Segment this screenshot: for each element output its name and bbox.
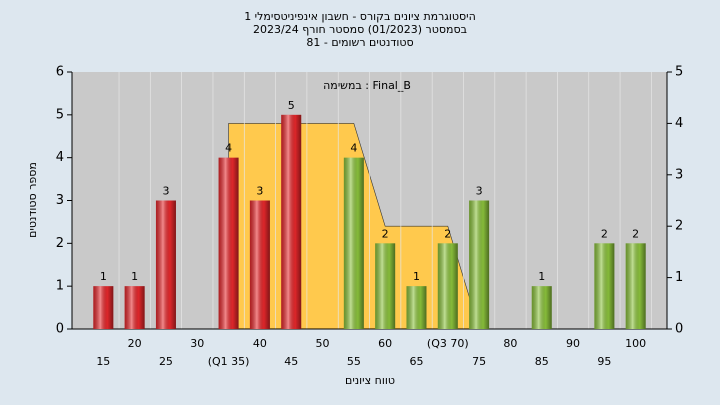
y2-tick-label: 5 xyxy=(675,65,683,80)
x-tick-label: 60 xyxy=(378,337,392,350)
bar-value-label: 1 xyxy=(538,270,545,283)
y-tick-label: 5 xyxy=(56,107,64,122)
bar-shade xyxy=(249,200,270,329)
y-tick-label: 4 xyxy=(56,150,64,165)
bar-value-label: 1 xyxy=(131,270,138,283)
x-tick-label: 65 xyxy=(409,355,423,368)
x-tick-label: 45 xyxy=(284,355,298,368)
bar-shade xyxy=(437,243,458,329)
y-tick-label: 1 xyxy=(56,279,64,294)
bar-value-label: 2 xyxy=(632,227,639,240)
x-tick-label: 30 xyxy=(190,337,204,350)
x-tick-label: 55 xyxy=(347,355,361,368)
bar-value-label: 3 xyxy=(476,185,483,198)
bar-shade xyxy=(375,243,396,329)
bar-shade xyxy=(124,286,145,329)
x-tick-label: 15 xyxy=(96,355,110,368)
x-tick-label: (Q1 35) xyxy=(208,355,250,368)
y2-tick-label: 1 xyxy=(675,270,683,285)
bar-value-label: 4 xyxy=(350,142,357,155)
bar-value-label: 1 xyxy=(100,270,107,283)
x-tick-label: 20 xyxy=(128,337,142,350)
y-axis-label: מספר סטודנטים xyxy=(26,162,39,238)
y-tick-label: 6 xyxy=(56,65,64,80)
y2-tick-label: 0 xyxy=(675,322,683,337)
title-line: בסמסטר (01/2023) סמסטר חורף 2023/24 xyxy=(253,23,467,36)
x-tick-label: 100 xyxy=(625,337,646,350)
bar-shade xyxy=(625,243,646,329)
x-tick-label: 80 xyxy=(503,337,517,350)
bar-shade xyxy=(281,114,302,329)
bar-shade xyxy=(469,200,490,329)
annotation: במשימה : Final_B xyxy=(323,79,411,92)
x-tick-label: (Q3 70) xyxy=(427,337,469,350)
y-tick-label: 0 xyxy=(56,322,64,337)
bar-value-label: 2 xyxy=(382,227,389,240)
bar-shade xyxy=(343,157,364,329)
x-tick-label: 50 xyxy=(316,337,330,350)
y-tick-label: 3 xyxy=(56,193,64,208)
x-tick-label: 25 xyxy=(159,355,173,368)
bar-shade xyxy=(406,286,427,329)
bar-value-label: 3 xyxy=(162,185,169,198)
x-tick-label: 40 xyxy=(253,337,267,350)
bar-value-label: 4 xyxy=(225,142,232,155)
bar-value-label: 1 xyxy=(413,270,420,283)
y2-tick-label: 4 xyxy=(675,116,683,131)
bar-shade xyxy=(155,200,176,329)
bar-shade xyxy=(93,286,114,329)
x-axis-label: טווח ציונים xyxy=(345,374,395,387)
y-tick-label: 2 xyxy=(56,236,64,251)
x-tick-label: 90 xyxy=(566,337,580,350)
bar-value-label: 3 xyxy=(256,185,263,198)
bar-shade xyxy=(594,243,615,329)
x-tick-label: 75 xyxy=(472,355,486,368)
x-tick-label: 85 xyxy=(535,355,549,368)
title-line: היסטוגרמת ציונים בקורס - חשבון אינפיניטס… xyxy=(244,10,476,23)
y2-tick-label: 2 xyxy=(675,219,683,234)
title-line: סטודנטים רשומים - 81 xyxy=(306,36,413,49)
bar-value-label: 5 xyxy=(288,99,295,112)
bar-shade xyxy=(218,157,239,329)
bar-shade xyxy=(531,286,552,329)
bar-value-label: 2 xyxy=(444,227,451,240)
y2-tick-label: 3 xyxy=(675,167,683,182)
x-tick-label: 95 xyxy=(597,355,611,368)
bar-value-label: 2 xyxy=(601,227,608,240)
